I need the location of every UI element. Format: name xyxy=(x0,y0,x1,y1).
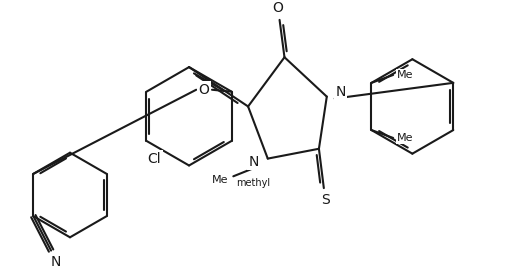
Text: Cl: Cl xyxy=(147,151,161,166)
Text: N: N xyxy=(50,255,61,269)
Text: S: S xyxy=(321,193,330,207)
Text: Me: Me xyxy=(212,175,228,185)
Text: N: N xyxy=(248,154,259,169)
Text: Me: Me xyxy=(396,133,413,143)
Text: methyl: methyl xyxy=(235,178,270,188)
Text: N: N xyxy=(335,85,345,99)
Text: O: O xyxy=(272,1,282,15)
Text: Me: Me xyxy=(396,70,413,80)
Text: O: O xyxy=(198,83,209,97)
